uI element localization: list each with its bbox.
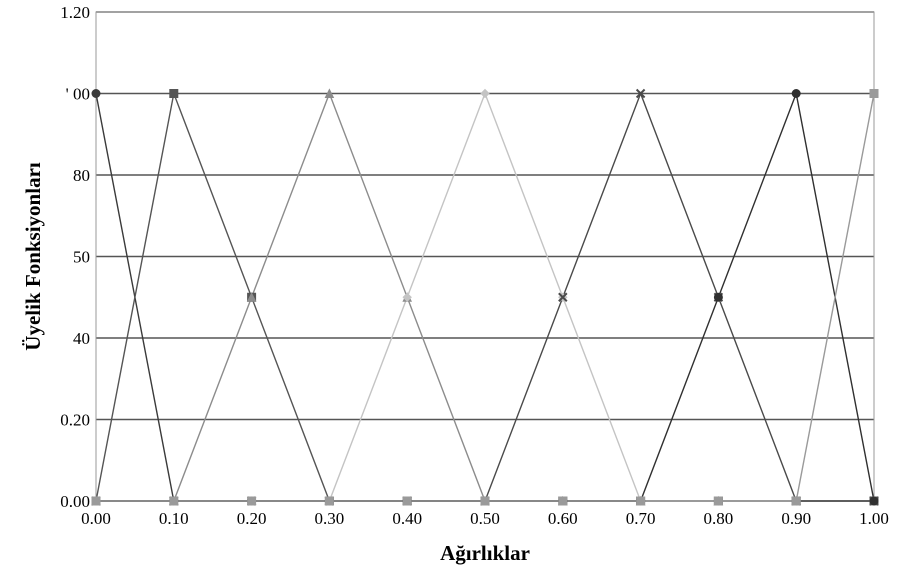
y-axis-tick-labels: 0.00 0.20 40 50 80 ' 00 1.20 <box>60 3 90 511</box>
x-tick-label: 0.80 <box>704 509 734 528</box>
data-point <box>169 496 179 506</box>
data-point <box>558 496 568 506</box>
y-tick-label: 1.20 <box>60 3 90 22</box>
data-point <box>402 292 412 302</box>
data-point <box>480 496 490 506</box>
x-tick-label: 0.10 <box>159 509 189 528</box>
data-point <box>558 292 568 302</box>
data-point <box>713 292 723 302</box>
y-axis-title: Üyelik Fonksiyonları <box>21 162 45 351</box>
series-line-7 <box>96 93 875 502</box>
x-tick-label: 0.90 <box>781 509 811 528</box>
y-tick-label: 40 <box>73 329 90 348</box>
x-axis-title: Ağırlıklar <box>440 541 530 565</box>
x-tick-label: 0.30 <box>315 509 345 528</box>
y-tick-label: 0.00 <box>60 492 90 511</box>
data-point <box>246 292 257 302</box>
data-point <box>791 496 801 506</box>
data-point <box>91 496 101 506</box>
data-point <box>91 89 101 98</box>
x-tick-label: 0.40 <box>392 509 422 528</box>
series-markers <box>91 88 879 506</box>
x-axis-tick-labels: 0.00 0.10 0.20 0.30 0.40 0.50 0.60 0.70 0.80 0.90… <box>81 509 889 528</box>
x-tick-label: 0.20 <box>237 509 267 528</box>
x-tick-label: 1.00 <box>859 509 889 528</box>
series-lines <box>95 90 875 502</box>
series-line-6 <box>96 90 875 502</box>
series-line-1 <box>95 93 874 502</box>
x-tick-label: 0.50 <box>470 509 500 528</box>
data-point <box>169 89 179 98</box>
x-tick-label: 0.70 <box>626 509 656 528</box>
y-tick-label: 80 <box>73 166 90 185</box>
data-point <box>791 89 801 98</box>
data-point <box>713 496 723 506</box>
gridlines <box>96 11 874 502</box>
data-point <box>636 496 646 506</box>
x-tick-label: 0.00 <box>81 509 111 528</box>
data-point <box>247 496 257 506</box>
y-tick-label: ' 00 <box>66 85 90 104</box>
series-line-2 <box>95 90 874 502</box>
data-point <box>324 88 335 98</box>
data-point <box>635 88 646 99</box>
series-line-5 <box>96 91 874 502</box>
y-tick-label: 0.20 <box>60 411 90 430</box>
data-point <box>869 89 879 98</box>
data-point <box>869 496 879 506</box>
series-line-4 <box>96 91 874 502</box>
data-point <box>324 496 334 506</box>
series-line-3 <box>96 91 874 502</box>
x-tick-label: 0.60 <box>548 509 578 528</box>
data-point <box>402 496 412 506</box>
y-tick-label: 50 <box>73 248 90 267</box>
data-point <box>480 88 490 99</box>
